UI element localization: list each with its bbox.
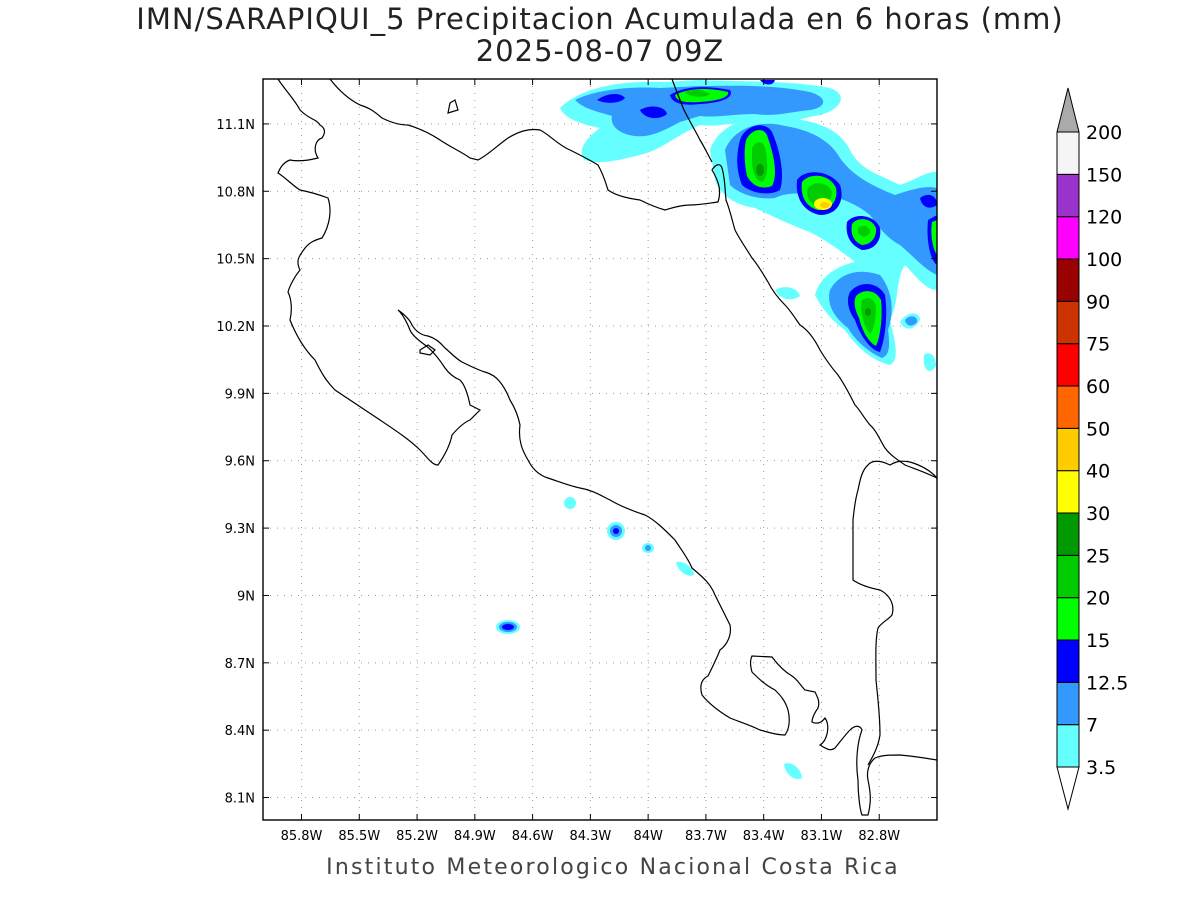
y-tick-label: 11.1N xyxy=(216,118,255,133)
colorbar-swatch xyxy=(1056,724,1080,768)
x-tick-label: 84.6W xyxy=(512,829,554,844)
colorbar-swatch xyxy=(1056,131,1080,175)
colorbar-swatch xyxy=(1056,639,1080,683)
colorbar-label: 3.5 xyxy=(1086,757,1116,779)
colorbar-swatch xyxy=(1056,681,1080,726)
colorbar-label: 12.5 xyxy=(1086,672,1128,694)
y-tick-label: 10.2N xyxy=(216,320,255,335)
x-tick-label: 84W xyxy=(633,829,663,844)
precipitation-shading xyxy=(496,80,937,780)
y-axis-ticks: 11.1N 10.8N 10.5N 10.2N 9.9N 9.6N 9.3N 9N 8.7N 8.… xyxy=(216,118,937,807)
colorbar-label: 20 xyxy=(1086,588,1110,610)
colorbar-label: 150 xyxy=(1086,164,1122,186)
colorbar-label: 25 xyxy=(1086,545,1110,567)
y-tick-label: 10.8N xyxy=(216,185,255,200)
colorbar-swatch xyxy=(1056,300,1080,345)
y-tick-label: 9.9N xyxy=(225,387,255,402)
colorbar-label: 200 xyxy=(1086,122,1122,144)
map-valid-time: 2025-08-07 09Z xyxy=(475,34,725,68)
colorbar-label: 40 xyxy=(1086,461,1110,483)
colorbar-over-triangle xyxy=(1056,87,1080,133)
x-tick-label: 83.7W xyxy=(685,829,727,844)
colorbar-swatch xyxy=(1056,554,1080,599)
x-tick-label: 85.8W xyxy=(281,829,323,844)
x-tick-label: 85.2W xyxy=(396,829,438,844)
y-tick-label: 9N xyxy=(237,589,255,604)
y-tick-label: 8.4N xyxy=(225,724,255,739)
x-tick-label: 83.1W xyxy=(801,829,843,844)
y-tick-label: 8.7N xyxy=(225,657,255,672)
colorbar-swatch xyxy=(1056,470,1080,514)
y-tick-label: 9.3N xyxy=(225,522,255,537)
x-tick-label: 84.9W xyxy=(454,829,496,844)
colorbar-under-triangle xyxy=(1056,766,1080,811)
colorbar-label: 100 xyxy=(1086,249,1122,271)
credit-text: Instituto Meteorologico Nacional Costa R… xyxy=(326,855,900,880)
x-axis-ticks: 85.8W 85.5W 85.2W 84.9W 84.6W 84.3W 84W 83.7W 83… xyxy=(281,79,900,844)
map-grid xyxy=(263,79,937,820)
colorbar-swatch xyxy=(1056,597,1080,641)
colorbar-label: 50 xyxy=(1086,418,1110,440)
y-tick-label: 8.1N xyxy=(225,792,255,807)
colorbar-swatch xyxy=(1056,427,1080,472)
colorbar-swatch xyxy=(1056,512,1080,556)
colorbar-swatch xyxy=(1056,216,1080,260)
colorbar-label: 15 xyxy=(1086,630,1110,652)
x-tick-label: 85.5W xyxy=(338,829,380,844)
map-title: IMN/SARAPIQUI_5 Precipitacion Acumulada … xyxy=(136,2,1064,36)
map-frame xyxy=(262,78,938,821)
colorbar-swatch xyxy=(1056,258,1080,302)
colorbar-swatch xyxy=(1056,343,1080,387)
colorbar-label: 90 xyxy=(1086,291,1110,313)
colorbar: 3.5 7 12.5 15 20 25 30 40 50 60 75 90 100 120 150 200 xyxy=(1056,87,1128,811)
colorbar-swatch xyxy=(1056,385,1080,429)
x-tick-label: 84.3W xyxy=(569,829,611,844)
colorbar-label: 7 xyxy=(1086,715,1098,737)
y-tick-label: 9.6N xyxy=(225,455,255,470)
x-tick-label: 82.8W xyxy=(858,829,900,844)
colorbar-label: 120 xyxy=(1086,207,1122,229)
colorbar-label: 30 xyxy=(1086,503,1110,525)
coastlines-borders xyxy=(277,79,937,816)
y-tick-label: 10.5N xyxy=(216,253,255,268)
colorbar-swatch xyxy=(1056,173,1080,218)
colorbar-label: 60 xyxy=(1086,376,1110,398)
x-tick-label: 83.4W xyxy=(743,829,785,844)
colorbar-label: 75 xyxy=(1086,334,1110,356)
